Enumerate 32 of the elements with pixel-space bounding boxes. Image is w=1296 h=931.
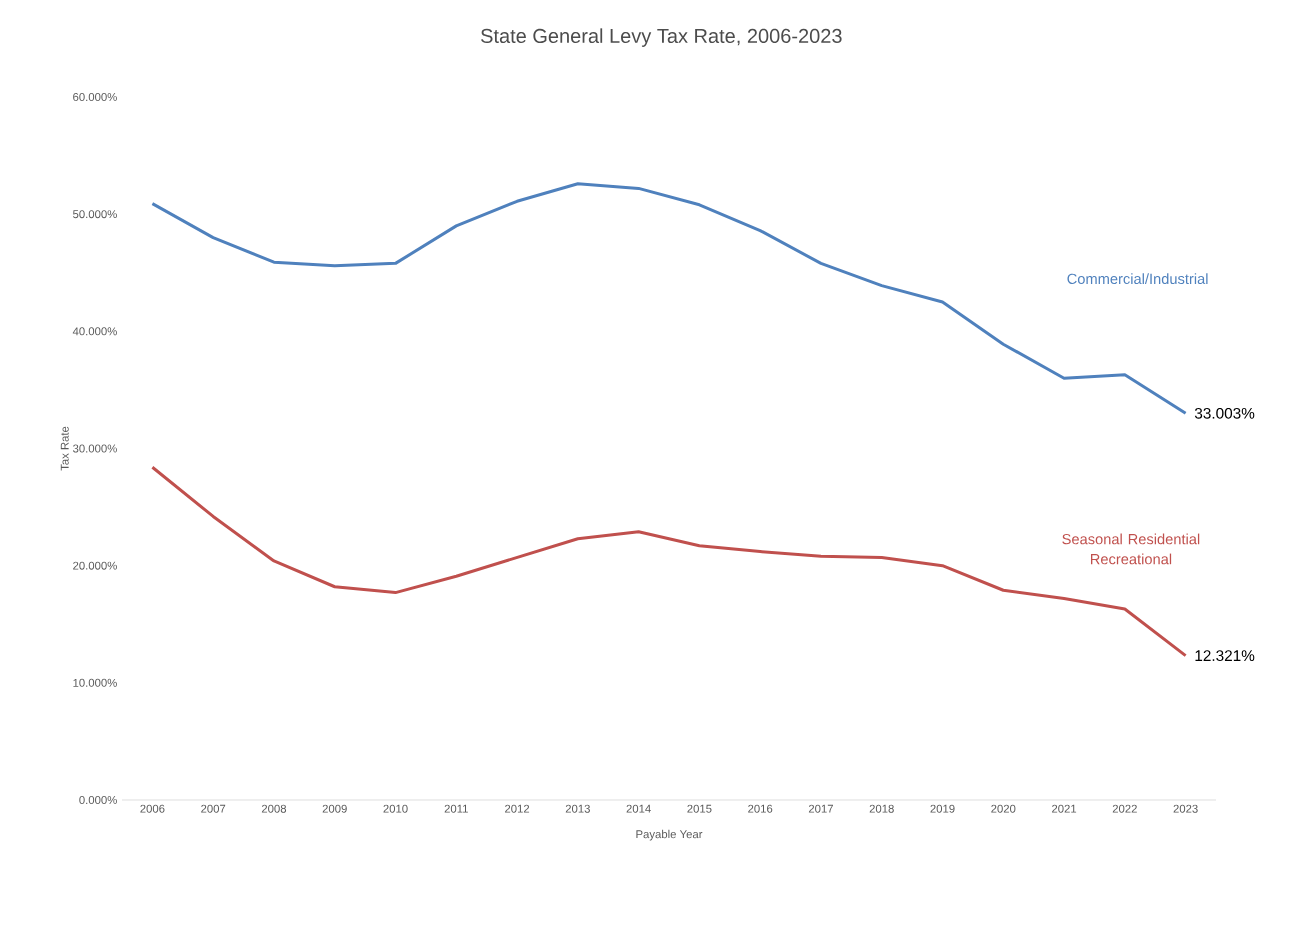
y-tick-label: 30.000% <box>73 444 117 453</box>
x-tick-label: 2012 <box>505 804 530 813</box>
text: Seasonal Residential Recreational <box>1062 533 1200 565</box>
x-tick-label: 2013 <box>565 804 590 813</box>
x-tick-label: 2016 <box>748 804 773 813</box>
y-tick-label: 20.000% <box>73 561 117 570</box>
x-tick-label: 2014 <box>626 804 651 813</box>
data-label: 12.321% <box>1195 650 1255 662</box>
text: Commercial/Industrial <box>1067 273 1208 285</box>
x-tick-label: 2020 <box>991 804 1016 813</box>
x-tick-label: 2009 <box>322 804 347 813</box>
y-tick-label: 10.000% <box>73 678 117 687</box>
x-tick-label: 2006 <box>140 804 165 813</box>
y-tick-label: 60.000% <box>73 92 117 101</box>
x-tick-label: 2021 <box>1052 804 1077 813</box>
chart-title: State General Levy Tax Rate, 2006-2023 <box>481 28 842 47</box>
y-tick-label: 0.000% <box>79 795 117 804</box>
y-tick-label: 50.000% <box>73 210 117 219</box>
x-tick-label: 2019 <box>930 804 955 813</box>
x-tick-label: 2015 <box>687 804 712 813</box>
data-label: 33.003% <box>1194 407 1255 419</box>
x-tick-label: 2011 <box>444 804 468 813</box>
x-tick-label: 2017 <box>808 804 833 813</box>
x-tick-label: 2010 <box>383 804 408 813</box>
x-tick-label: 2023 <box>1173 804 1198 813</box>
x-axis-title: Payable Year <box>636 829 703 841</box>
y-tick-label: 40.000% <box>72 327 117 336</box>
x-tick-label: 2007 <box>201 804 226 813</box>
x-tick-label: 2008 <box>261 804 287 813</box>
x-tick-label: 2018 <box>869 804 894 813</box>
x-tick-label: 2022 <box>1112 804 1137 813</box>
y-axis-title: Tax Rate <box>60 426 69 471</box>
